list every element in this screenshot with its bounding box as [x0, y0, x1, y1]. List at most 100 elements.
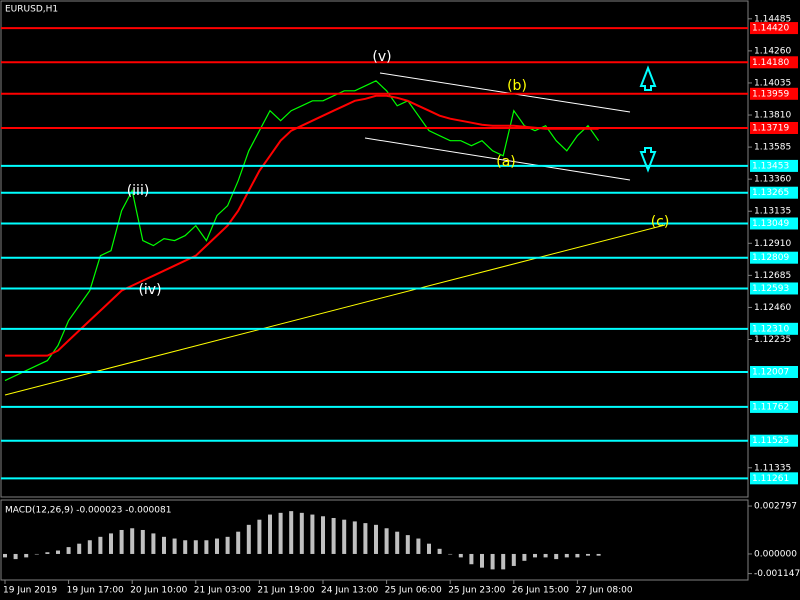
y-tick-label: 1.13360 — [754, 175, 791, 185]
y-tick-label: 1.14260 — [754, 46, 791, 56]
y-tick-label: 1.14485 — [754, 14, 791, 24]
macd-bar — [533, 553, 537, 558]
up-arrow — [639, 65, 657, 91]
x-tick-label: 24 Jun 13:00 — [321, 586, 378, 596]
level-label-box — [750, 282, 798, 295]
macd-bar — [45, 552, 50, 554]
wave-label: (a) — [496, 154, 516, 170]
macd-bar — [66, 547, 71, 554]
macd-bar — [289, 511, 294, 554]
macd-bar — [56, 550, 60, 554]
x-tick-label: 19 Jun 2019 — [3, 586, 57, 596]
level-label: 1.14180 — [752, 58, 789, 68]
macd-title: MACD(12,26,9) -0.000023 -0.000081 — [5, 506, 171, 516]
macd-bar — [321, 516, 325, 554]
wave-label: (iv) — [138, 282, 161, 298]
macd-bar — [34, 553, 39, 555]
macd-bar — [511, 553, 516, 566]
macd-bar — [162, 536, 166, 554]
channel-line — [364, 137, 631, 181]
macd-bar — [236, 531, 241, 554]
macd-bar — [77, 543, 82, 554]
y-tick-label: 1.13135 — [754, 207, 791, 217]
macd-bar — [151, 533, 156, 554]
level-label: 1.14420 — [752, 24, 789, 34]
y-tick-label: 1.13810 — [754, 111, 791, 121]
y-tick-label: 1.12235 — [754, 335, 791, 345]
level-label-box — [750, 186, 798, 199]
level-label-box — [750, 400, 798, 413]
macd-bar — [130, 528, 135, 554]
level-label-box — [750, 322, 798, 335]
main-panel — [0, 0, 749, 498]
macd-bar — [342, 519, 347, 554]
y-tick-label: 1.13585 — [754, 143, 791, 153]
macd-bar — [172, 538, 177, 554]
macd-bar — [299, 512, 304, 554]
macd-bar — [257, 519, 262, 554]
macd-bar — [24, 553, 29, 558]
macd-bar — [183, 540, 188, 554]
macd-bar — [246, 524, 251, 554]
macd-bar — [225, 536, 230, 554]
macd-bar — [331, 517, 336, 554]
x-tick-label: 20 Jun 10:00 — [130, 586, 187, 596]
level-label: 1.13049 — [752, 219, 789, 229]
macd-bar — [437, 548, 442, 554]
macd-bar — [310, 514, 315, 554]
level-label: 1.12007 — [752, 368, 789, 378]
trend-line — [4, 224, 666, 396]
macd-bar — [554, 553, 559, 560]
macd-bar — [427, 543, 431, 554]
level-label-box — [750, 217, 798, 230]
y-tick-label: 1.12460 — [754, 303, 791, 313]
y-tick-label: -0.001147 — [754, 569, 800, 579]
macd-bar — [215, 538, 219, 554]
y-tick-label: 1.12685 — [754, 271, 791, 281]
macd-bar — [98, 536, 103, 554]
macd-bar — [469, 553, 474, 565]
level-label: 1.11261 — [752, 474, 789, 484]
macd-bar — [109, 533, 113, 554]
macd-bar — [395, 531, 400, 554]
level-label: 1.13265 — [752, 188, 789, 198]
y-tick-label: 1.11335 — [754, 463, 791, 473]
macd-bar — [384, 528, 389, 554]
macd-bar — [416, 538, 421, 554]
macd-bar — [564, 553, 569, 558]
x-tick-label: 27 Jun 08:00 — [575, 586, 632, 596]
price-line — [5, 94, 599, 357]
x-tick-label: 21 Jun 19:00 — [257, 586, 314, 596]
macd-bar — [278, 512, 283, 554]
macd-bar — [596, 553, 601, 556]
level-label: 1.12593 — [752, 284, 789, 294]
channel-line — [379, 72, 631, 113]
x-tick-label: 25 Jun 23:00 — [448, 586, 505, 596]
level-label: 1.13959 — [752, 89, 789, 99]
macd-bar — [3, 553, 7, 558]
macd-bar — [458, 553, 463, 558]
y-tick-label: 0.000000 — [754, 549, 797, 559]
y-tick-label: 1.12910 — [754, 239, 791, 249]
macd-bar — [522, 553, 527, 561]
x-tick-label: 21 Jun 03:00 — [194, 586, 251, 596]
level-label-box — [750, 366, 798, 379]
macd-bar — [204, 540, 209, 554]
level-label: 1.11762 — [752, 402, 789, 412]
macd-bar — [374, 524, 378, 554]
level-label-box — [750, 87, 798, 100]
y-tick-label: 0.002797 — [754, 502, 797, 512]
level-label-box — [750, 434, 798, 447]
level-label-box — [750, 472, 798, 485]
x-tick-label: 26 Jun 15:00 — [512, 586, 569, 596]
wave-label: (iii) — [127, 183, 150, 199]
macd-bar — [268, 514, 272, 554]
down-arrow — [639, 147, 657, 173]
macd-panel — [0, 499, 749, 581]
macd-bar — [140, 529, 145, 554]
level-label: 1.13453 — [752, 161, 789, 171]
chart-title: EURUSD,H1 — [5, 5, 58, 15]
y-tick-label: 1.14035 — [754, 78, 791, 88]
macd-bar — [119, 529, 124, 554]
